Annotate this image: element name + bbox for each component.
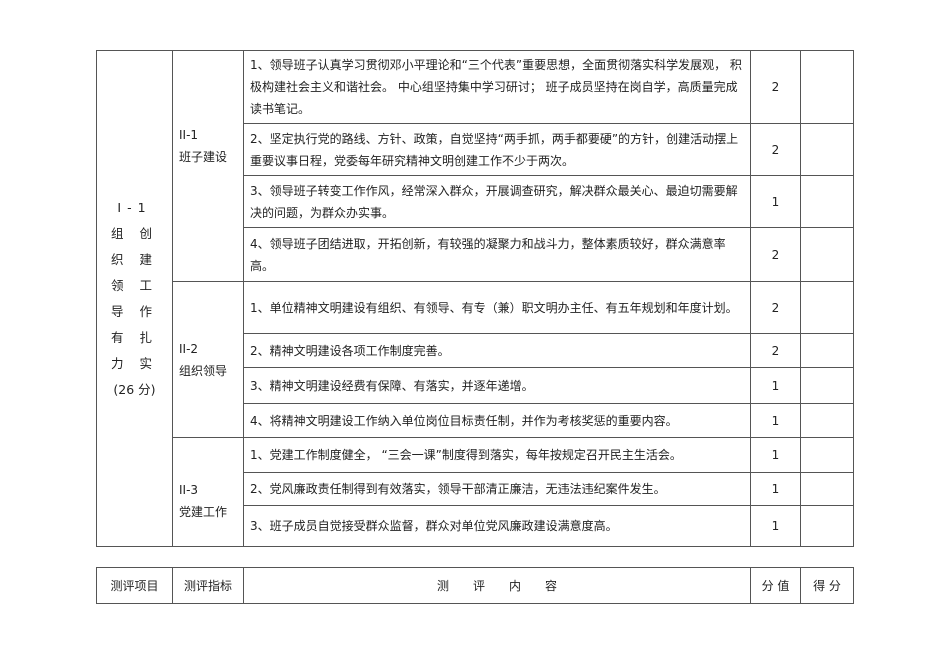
item-score: 2 bbox=[750, 281, 801, 334]
score-input[interactable] bbox=[800, 472, 854, 506]
level1-cell: I-1 组 创 织 建 领 工 导 作 有 扎 力 实 (26 分) bbox=[96, 50, 173, 547]
score-input[interactable] bbox=[800, 123, 854, 176]
item-score: 1 bbox=[750, 175, 801, 228]
table-row: 2、坚定执行党的路线、方针、政策，自觉坚持“两手抓，两手都要硬”的方针，创建活动… bbox=[97, 123, 854, 176]
table-row: II-3 党建工作 1、党建工作制度健全， “三会一课”制度得到落实，每年按规定召… bbox=[97, 437, 854, 547]
level1-title-line: 有 扎 bbox=[111, 329, 158, 345]
level1-title-line: 组 创 bbox=[111, 225, 158, 241]
score-input[interactable] bbox=[800, 437, 854, 473]
table-row: 2、党风廉政责任制得到有效落实，领导干部清正廉洁，无违法违纪案件发生。 1 bbox=[97, 472, 854, 506]
table-row: 4、将精神文明建设工作纳入单位岗位目标责任制，并作为考核奖惩的重要内容。 1 bbox=[97, 403, 854, 438]
item-text: 1、党建工作制度健全， “三会一课”制度得到落实，每年按规定召开民主生活会。 bbox=[243, 437, 751, 473]
level1-title-line: 导 作 bbox=[111, 303, 158, 319]
group-cell: II-2 组织领导 bbox=[172, 281, 244, 438]
level1-title-line: 力 实 bbox=[111, 355, 158, 371]
table-row: 3、精神文明建设经费有保障、有落实，并逐年递增。 1 bbox=[97, 367, 854, 404]
evaluation-table: I-1 组 创 织 建 领 工 导 作 有 扎 力 实 (26 分) II-1 班… bbox=[96, 50, 854, 547]
group-code: II-3 bbox=[179, 483, 199, 497]
item-text: 2、党风廉政责任制得到有效落实，领导干部清正廉洁，无违法违纪案件发生。 bbox=[243, 472, 751, 506]
table-row: 4、领导班子团结进取，开拓创新，有较强的凝聚力和战斗力，整体素质较好，群众满意率… bbox=[97, 227, 854, 282]
item-text: 4、将精神文明建设工作纳入单位岗位目标责任制，并作为考核奖惩的重要内容。 bbox=[243, 403, 751, 438]
group-code: II-2 bbox=[179, 341, 199, 356]
group-name: 党建工作 bbox=[179, 505, 228, 519]
item-text: 3、班子成员自觉接受群众监督，群众对单位党风廉政建设满意度高。 bbox=[243, 505, 751, 547]
item-text: 3、精神文明建设经费有保障、有落实，并逐年递增。 bbox=[243, 367, 751, 404]
item-score: 1 bbox=[750, 403, 801, 438]
item-score: 2 bbox=[750, 227, 801, 282]
group-code: II-1 bbox=[179, 128, 199, 142]
header-value: 分 值 bbox=[750, 567, 801, 604]
level1-title-line: 织 建 bbox=[111, 251, 158, 267]
header-row: 测评项目 测评指标 测 评 内 容 分 值 得 分 bbox=[96, 567, 854, 604]
table-row: II-2 组织领导 1、单位精神文明建设有组织、有领导、有专（兼）职文明办主任、有… bbox=[97, 281, 854, 438]
item-text: 2、精神文明建设各项工作制度完善。 bbox=[243, 333, 751, 368]
group-name: 组织领导 bbox=[179, 363, 228, 378]
header-indicator: 测评指标 bbox=[172, 567, 244, 604]
item-score: 2 bbox=[750, 333, 801, 368]
header-item: 测评项目 bbox=[96, 567, 173, 604]
item-score: 1 bbox=[750, 367, 801, 404]
group-cell: II-1 班子建设 bbox=[172, 50, 244, 282]
item-text: 2、坚定执行党的路线、方针、政策，自觉坚持“两手抓，两手都要硬”的方针，创建活动… bbox=[243, 123, 751, 176]
score-input[interactable] bbox=[800, 333, 854, 368]
header-table: 测评项目 测评指标 测 评 内 容 分 值 得 分 bbox=[96, 567, 854, 604]
level1-code: I-1 bbox=[117, 199, 152, 215]
item-score: 2 bbox=[750, 123, 801, 176]
item-text: 4、领导班子团结进取，开拓创新，有较强的凝聚力和战斗力，整体素质较好，群众满意率… bbox=[243, 227, 751, 282]
score-input[interactable] bbox=[800, 227, 854, 282]
score-input[interactable] bbox=[800, 505, 854, 547]
header-score: 得 分 bbox=[800, 567, 854, 604]
score-input[interactable] bbox=[800, 175, 854, 228]
item-score: 1 bbox=[750, 472, 801, 506]
group-cell: II-3 党建工作 bbox=[172, 437, 244, 547]
score-input[interactable] bbox=[800, 281, 854, 334]
item-text: 1、领导班子认真学习贯彻邓小平理论和“三个代表”重要思想，全面贯彻落实科学发展观… bbox=[243, 50, 751, 124]
table-row: 3、班子成员自觉接受群众监督，群众对单位党风廉政建设满意度高。 1 bbox=[97, 505, 854, 547]
table-row: 2、精神文明建设各项工作制度完善。 2 bbox=[97, 333, 854, 368]
item-text: 3、领导班子转变工作作风，经常深入群众，开展调查研究，解决群众最关心、最迫切需要… bbox=[243, 175, 751, 228]
item-text: 1、单位精神文明建设有组织、有领导、有专（兼）职文明办主任、有五年规划和年度计划… bbox=[243, 281, 751, 334]
group-name: 班子建设 bbox=[179, 150, 228, 164]
header-content: 测 评 内 容 bbox=[243, 567, 751, 604]
item-score: 1 bbox=[750, 505, 801, 547]
item-score: 1 bbox=[750, 437, 801, 473]
table-row: I-1 组 创 织 建 领 工 导 作 有 扎 力 实 (26 分) II-1 班… bbox=[96, 50, 854, 547]
score-input[interactable] bbox=[800, 50, 854, 124]
item-score: 2 bbox=[750, 50, 801, 124]
level1-score-note: (26 分) bbox=[113, 381, 156, 397]
level1-title-line: 领 工 bbox=[111, 277, 158, 293]
score-input[interactable] bbox=[800, 367, 854, 404]
score-input[interactable] bbox=[800, 403, 854, 438]
